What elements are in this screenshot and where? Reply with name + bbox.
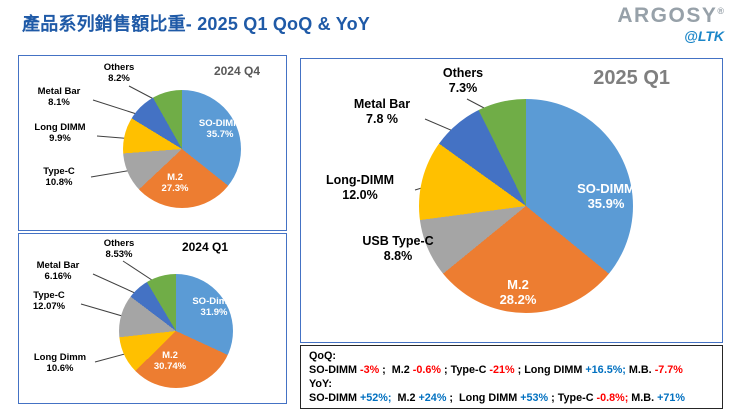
series-name: M.2 (167, 172, 183, 183)
qoq-label: QoQ: (309, 350, 336, 362)
label-so-dimm: SO-DIMM 35.9% (563, 181, 649, 212)
series-name: Others (103, 238, 135, 249)
series-value: 35.9% (587, 196, 625, 212)
brand-name: ARGOSY® (617, 4, 724, 27)
series-name: USB Type-C (362, 234, 434, 248)
callout-metal-bar: Metal Bar 7.8 % (341, 97, 423, 127)
series-name: M.2 (507, 277, 529, 292)
series-name: Type-C (33, 290, 65, 301)
series-name: Metal Bar (36, 260, 80, 271)
series-name: SO-Dimm (192, 296, 236, 307)
callout-metal-bar: Metal Bar 6.16% (25, 260, 91, 282)
series-value: 8.8% (383, 248, 413, 263)
brand-text: ARGOSY (617, 4, 718, 27)
chart-title-2024-q1: 2024 Q1 (181, 240, 228, 254)
series-name: Long Dimm (33, 352, 87, 363)
callout-metal-bar: Metal Bar 8.1% (27, 86, 91, 108)
callout-long-dimm: Long Dimm 10.6% (27, 352, 93, 374)
series-value: 8.1% (48, 97, 70, 109)
label-so-dimm: SO-Dimm 31.9% (179, 296, 249, 318)
series-name: Long-DIMM (325, 173, 395, 187)
series-value: 30.74% (153, 361, 187, 373)
series-value: 12.0% (342, 187, 378, 202)
callout-type-c: Type-C 10.8% (29, 166, 89, 188)
chart-box-2024-q4: 2024 Q4 Others 8.2% Metal Bar 8.1% Long … (18, 55, 287, 231)
page-title: 產品系列銷售額比重- 2025 Q1 QoQ & YoY (22, 14, 370, 34)
series-name: SO-DIMM (577, 181, 635, 196)
label-so-dimm: SO-DIMM 35.7% (187, 118, 253, 140)
registered-mark-icon: ® (717, 6, 724, 16)
yoy-values: SO-DIMM +52%; M.2 +24% ; Long DIMM +53% … (309, 392, 686, 405)
series-value: 8.2% (108, 73, 130, 85)
series-value: 31.9% (200, 307, 228, 319)
callout-others: Others 8.2% (89, 62, 149, 84)
brand-sub: @LTK (684, 28, 724, 45)
callout-others: Others 7.3% (431, 66, 495, 96)
brand-logo: ARGOSY® @LTK (617, 4, 724, 45)
chart-box-2025-q1: 2025 Q1 Others 7.3% Metal Bar 7.8 % Long… (300, 58, 723, 343)
chart-box-2024-q1: 2024 Q1 Others 8.53% Metal Bar 6.16% Typ… (18, 233, 287, 404)
chart-title-2024-q4: 2024 Q4 (213, 64, 260, 78)
yoy-label: YoY: (309, 378, 332, 391)
chart-title-2025-q1: 2025 Q1 (593, 67, 670, 89)
label-m2: M.2 27.3% (147, 172, 203, 194)
series-name: Others (103, 62, 135, 73)
label-m2: M.2 30.74% (141, 350, 199, 372)
qoq-values: SO-DIMM -3% ; M.2 -0.6% ; Type-C -21% ; … (309, 364, 683, 377)
series-value: 10.8% (45, 177, 73, 189)
pie-2025-q1 (419, 99, 633, 313)
series-value: 7.8 % (366, 111, 398, 126)
callout-type-c: Type-C 12.07% (19, 290, 79, 312)
label-m2: M.2 28.2% (487, 277, 549, 308)
series-name: Long DIMM (34, 122, 86, 133)
series-value: 6.16% (44, 271, 72, 283)
qoq-yoy-panel: QoQ: SO-DIMM -3% ; M.2 -0.6% ; Type-C -2… (300, 345, 723, 409)
series-name: Others (442, 66, 484, 80)
series-name: Metal Bar (353, 97, 411, 111)
series-name: M.2 (162, 350, 178, 361)
series-value: 27.3% (161, 183, 189, 195)
series-value: 12.07% (32, 301, 66, 313)
callout-long-dimm: Long DIMM 9.9% (25, 122, 95, 144)
series-value: 10.6% (46, 363, 74, 375)
series-name: Type-C (43, 166, 75, 177)
pie-2024-q4 (123, 90, 241, 208)
callout-long-dimm: Long-DIMM 12.0% (307, 173, 413, 203)
series-name: Metal Bar (37, 86, 81, 97)
series-value: 9.9% (49, 133, 71, 145)
callout-others: Others 8.53% (89, 238, 149, 260)
series-value: 8.53% (105, 249, 133, 261)
series-value: 28.2% (499, 292, 537, 308)
series-value: 7.3% (448, 80, 478, 95)
callout-usb-type-c: USB Type-C 8.8% (351, 234, 445, 264)
series-value: 35.7% (206, 129, 234, 141)
series-name: SO-DIMM (198, 118, 242, 129)
pie-2024-q1 (119, 274, 233, 388)
